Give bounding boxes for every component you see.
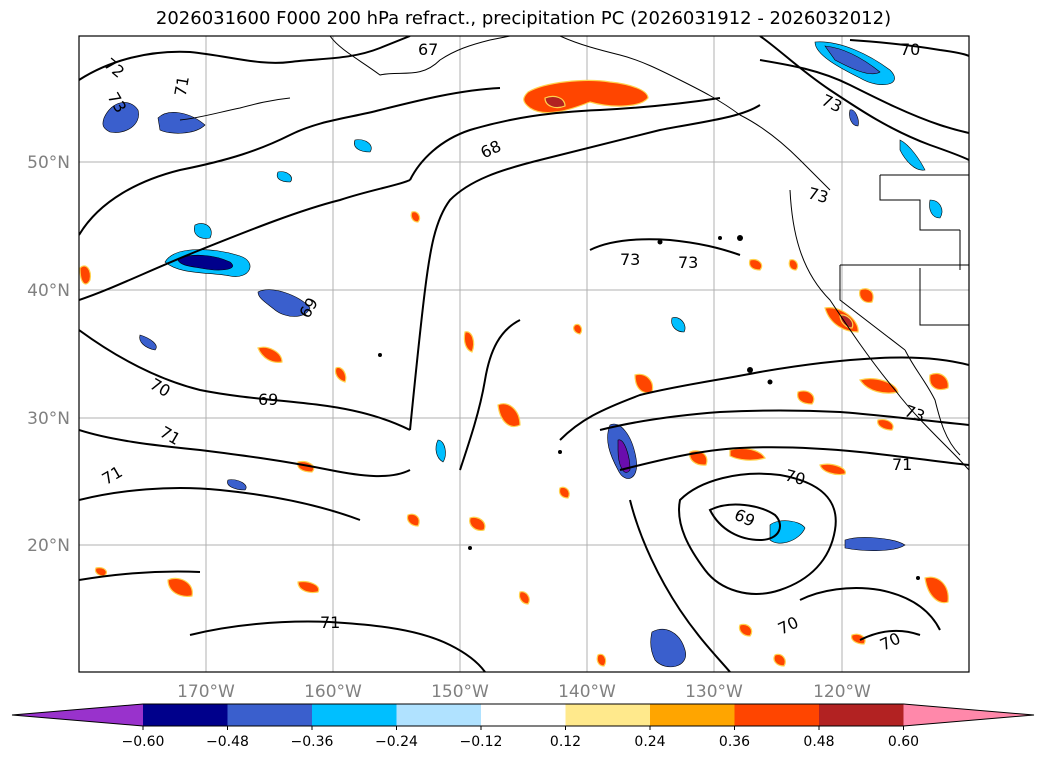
precip-positive-areas <box>79 79 949 667</box>
lat-label-20: 20°N <box>27 536 70 556</box>
contour-label: 71 <box>171 74 193 97</box>
contour-label: 71 <box>320 613 340 632</box>
colorbar-extend-high <box>903 704 1034 726</box>
colorbar-tick-label: 0.36 <box>719 734 750 750</box>
colorbar-segment <box>565 704 651 726</box>
coastlines <box>179 36 969 471</box>
map-area <box>79 36 969 672</box>
lat-label-30: 30°N <box>27 409 70 429</box>
map-title: 2026031600 F000 200 hPa refract., precip… <box>155 8 892 29</box>
lon-label-150: 150°W <box>431 682 489 702</box>
colorbar-tick-label: 0.60 <box>888 734 919 750</box>
contour-label: 69 <box>258 390 278 409</box>
colorbar-tick-label: −0.24 <box>375 734 418 750</box>
colorbar-segment <box>227 704 313 726</box>
map-frame <box>78 35 970 673</box>
refractivity-contours <box>79 36 969 672</box>
longitude-labels: 170°W 160°W 150°W 140°W 130°W 120°W <box>177 682 871 702</box>
contour-label: 73 <box>806 184 831 208</box>
colorbar-segment <box>312 704 397 726</box>
contour-label: 67 <box>418 40 438 59</box>
colorbar-tick-label: −0.48 <box>206 734 249 750</box>
colorbar-tick-label: 0.12 <box>550 734 581 750</box>
colorbar-segment <box>734 704 820 726</box>
colorbar-segment <box>650 704 735 726</box>
colorbar-extend-low <box>12 704 143 726</box>
colorbar: −0.60 −0.48 −0.36 −0.24 −0.12 0.12 0.24 0.36 0.4… <box>11 703 1035 750</box>
lon-label-130: 130°W <box>685 682 743 702</box>
colorbar-segment <box>481 704 566 726</box>
graticule <box>79 36 969 672</box>
lon-label-120: 120°W <box>813 682 871 702</box>
lon-label-170: 170°W <box>177 682 235 702</box>
contour-label: 70 <box>900 40 920 59</box>
colorbar-segment <box>819 704 904 726</box>
lon-label-140: 140°W <box>558 682 616 702</box>
contour-label: 70 <box>783 466 808 490</box>
colorbar-segment <box>143 704 228 726</box>
contour-label: 73 <box>678 253 698 272</box>
colorbar-segment <box>396 704 482 726</box>
contour-label: 71 <box>892 455 912 474</box>
latitude-labels: 50°N 40°N 30°N 20°N <box>27 153 70 556</box>
precip-negative-areas <box>102 41 943 668</box>
contour-label: 73 <box>620 250 640 269</box>
colorbar-tick-label: −0.36 <box>291 734 334 750</box>
colorbar-tick-label: 0.24 <box>634 734 665 750</box>
colorbar-tick-label: −0.60 <box>122 734 165 750</box>
lon-label-160: 160°W <box>304 682 362 702</box>
contour-fragments <box>378 235 920 580</box>
lat-label-50: 50°N <box>27 153 70 173</box>
colorbar-tick-label: −0.12 <box>460 734 503 750</box>
colorbar-tick-label: 0.48 <box>803 734 834 750</box>
lat-label-40: 40°N <box>27 281 70 301</box>
